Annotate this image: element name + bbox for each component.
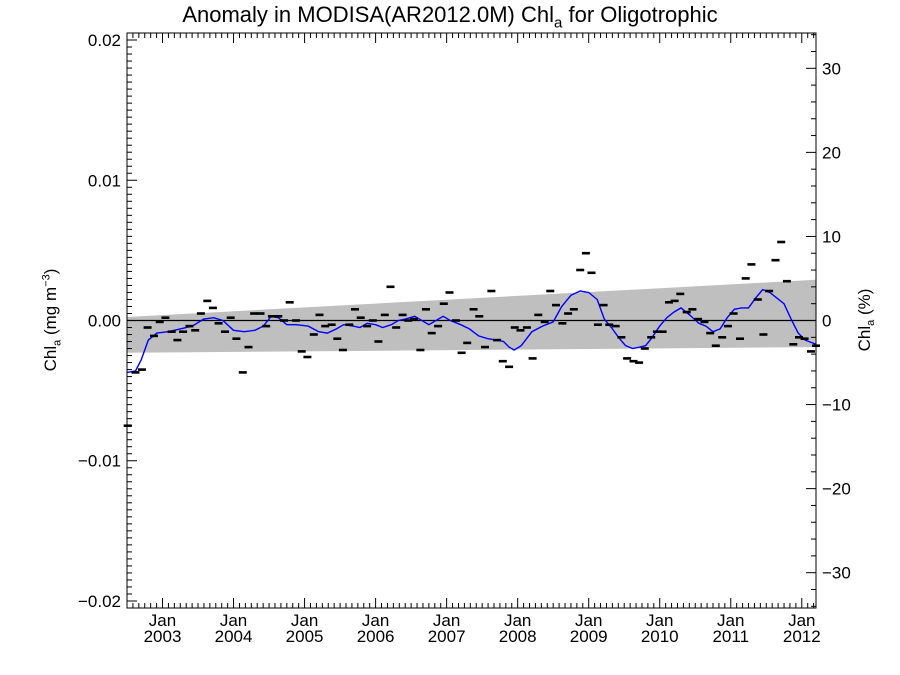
x-tick-label-year: 2010 [641, 627, 679, 646]
y-axis-left-label: Chla (mg m−3) [40, 268, 64, 372]
y-left-tick-label: 0.01 [88, 171, 121, 190]
trend-band [127, 279, 816, 353]
y-axis-right-label: Chla (%) [854, 288, 878, 352]
monthly-anomaly-points [123, 240, 820, 428]
y-right-tick-label: 10 [822, 227, 841, 246]
y-axis-left-ticks: −0.02 −0.01 0.00 0.01 0.02 [78, 31, 137, 611]
chart-title: Anomaly in MODISA(AR2012.0M) Chla for Ol… [182, 2, 718, 32]
x-tick-label-year: 2008 [499, 627, 537, 646]
x-tick-label-year: 2005 [286, 627, 324, 646]
uncertainty-band [127, 279, 816, 353]
x-tick-label-month: Jan [646, 611, 673, 630]
y-right-tick-label: 20 [822, 143, 841, 162]
y-left-tick-label: −0.01 [78, 452, 121, 471]
x-tick-label-year: 2007 [428, 627, 466, 646]
y-right-tick-label: 0 [822, 312, 831, 331]
y-right-tick-label: −30 [822, 564, 851, 583]
x-tick-label-year: 2003 [144, 627, 182, 646]
x-tick-label-month: Jan [575, 611, 602, 630]
y-left-tick-label: 0.00 [88, 312, 121, 331]
x-tick-label-year: 2011 [712, 627, 749, 646]
x-tick-label-month: Jan [788, 611, 815, 630]
x-tick-label-year: 2009 [570, 627, 608, 646]
y-axis-right-ticks: −30 −20 −10 0 10 20 30 [806, 34, 851, 607]
y-right-tick-label: −20 [822, 480, 851, 499]
y-right-tick-label: 30 [822, 59, 841, 78]
x-tick-label-year: 2004 [215, 627, 253, 646]
x-axis-ticks: Jan2003Jan2004Jan2005Jan2006Jan2007Jan20… [126, 33, 821, 646]
x-tick-label-year: 2012 [783, 627, 821, 646]
x-tick-label-month: Jan [504, 611, 531, 630]
y-left-tick-label: −0.02 [78, 592, 121, 611]
x-tick-label-month: Jan [220, 611, 247, 630]
x-tick-label-month: Jan [149, 611, 176, 630]
y-right-tick-label: −10 [822, 396, 851, 415]
x-tick-label-month: Jan [362, 611, 389, 630]
x-tick-label-month: Jan [433, 611, 460, 630]
x-tick-label-month: Jan [717, 611, 744, 630]
x-tick-label-month: Jan [291, 611, 318, 630]
y-left-tick-label: 0.02 [88, 31, 121, 50]
x-tick-label-year: 2006 [357, 627, 395, 646]
